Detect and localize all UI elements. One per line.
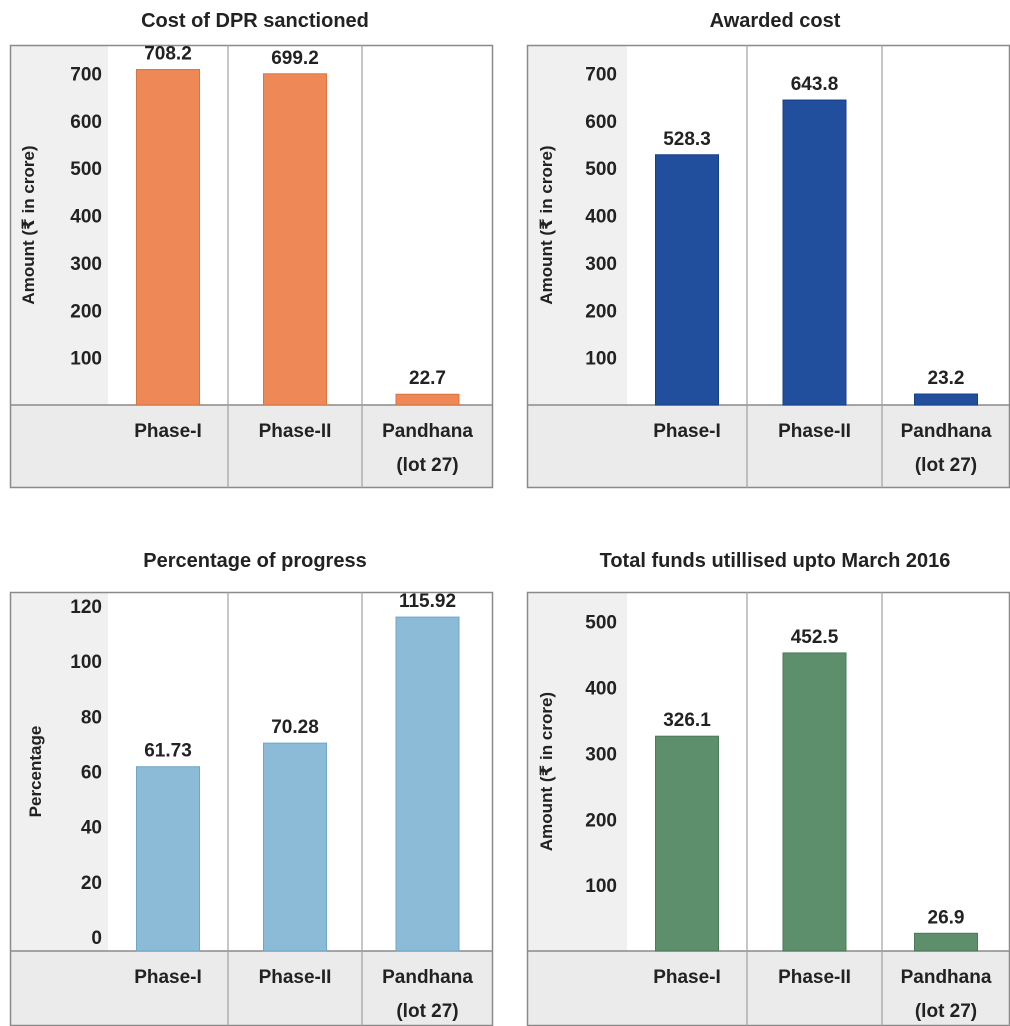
y-tick-label: 200 [585, 301, 617, 322]
category-label: Phase-I [653, 967, 721, 988]
y-tick-label: 700 [70, 64, 102, 85]
y-axis-label: Percentage [26, 726, 45, 818]
y-tick-label: 400 [585, 207, 617, 228]
bar [914, 393, 978, 406]
data-label: 452.5 [791, 627, 839, 648]
category-label: Pandhana [901, 421, 992, 442]
bar [263, 73, 327, 406]
category-label: (lot 27) [396, 1001, 458, 1022]
category-row-background [527, 951, 1010, 1026]
data-label: 61.73 [144, 741, 192, 762]
category-label: Phase-II [259, 421, 332, 442]
y-tick-label: 600 [585, 112, 617, 133]
category-label: Phase-I [134, 967, 202, 988]
y-tick-label: 400 [70, 207, 102, 228]
category-row-background [10, 951, 493, 1026]
y-tick-label: 500 [585, 613, 617, 634]
data-label: 115.92 [399, 591, 456, 612]
y-tick-label: 500 [70, 159, 102, 180]
chart-title: Awarded cost [710, 10, 841, 32]
y-tick-label: 500 [585, 159, 617, 180]
category-label: (lot 27) [915, 455, 977, 476]
bar [395, 393, 460, 406]
y-axis-label: Amount (₹ in crore) [537, 145, 556, 304]
category-row-background [10, 405, 493, 488]
data-label: 643.8 [791, 74, 839, 95]
data-label: 326.1 [663, 710, 711, 731]
category-label: Pandhana [382, 967, 473, 988]
category-label: Phase-II [778, 421, 851, 442]
bar [655, 735, 719, 952]
bar [136, 766, 200, 952]
chart-title: Percentage of progress [143, 550, 366, 572]
y-tick-label: 100 [70, 652, 102, 673]
y-tick-label: 200 [585, 810, 617, 831]
data-label: 22.7 [409, 368, 446, 389]
category-label: Phase-I [134, 421, 202, 442]
bar [136, 69, 200, 406]
y-tick-label: 20 [81, 873, 102, 894]
y-axis-label: Amount (₹ in crore) [537, 692, 556, 851]
chart-panel-2: Awarded cost Amount (₹ in crore) 100 200 300… [526, 10, 1010, 489]
chart-panel-1: Cost of DPR sanctioned Amount (₹ in crore… [9, 10, 494, 489]
y-tick-label: 300 [585, 254, 617, 275]
data-label: 699.2 [271, 48, 319, 69]
axis-background [10, 592, 108, 951]
category-label: Phase-I [653, 421, 721, 442]
y-tick-label: 80 [81, 707, 102, 728]
axis-background [10, 45, 108, 405]
chart-panel-4: Total funds utillised upto March 2016 Amo… [526, 550, 1010, 1026]
category-label: Phase-II [778, 967, 851, 988]
y-tick-label: 60 [81, 763, 102, 784]
bar [655, 154, 719, 406]
data-label: 23.2 [928, 368, 965, 389]
y-tick-label: 300 [70, 254, 102, 275]
category-label: (lot 27) [396, 455, 458, 476]
y-tick-label: 400 [585, 679, 617, 700]
y-tick-label: 120 [70, 597, 102, 618]
bar [782, 99, 847, 406]
y-tick-label: 700 [585, 64, 617, 85]
y-tick-label: 300 [585, 744, 617, 765]
y-tick-label: 600 [70, 112, 102, 133]
bar [263, 742, 327, 952]
chart-title: Total funds utillised upto March 2016 [600, 550, 951, 572]
y-tick-label: 100 [585, 876, 617, 897]
category-label: Pandhana [901, 967, 992, 988]
panel-frame [9, 44, 494, 489]
y-tick-label: 0 [91, 928, 102, 949]
bar [782, 652, 847, 952]
bar [914, 932, 978, 952]
data-label: 528.3 [663, 129, 711, 150]
axis-background [527, 592, 627, 951]
axis-background [527, 45, 627, 405]
y-tick-label: 100 [70, 349, 102, 370]
y-axis-label: Amount (₹ in crore) [19, 145, 38, 304]
y-tick-label: 40 [81, 818, 102, 839]
chart-panel-3: Percentage of progress Percentage 0 20 40 60 8… [9, 550, 494, 1026]
category-label: Pandhana [382, 421, 473, 442]
category-label: (lot 27) [915, 1001, 977, 1022]
y-tick-label: 100 [585, 349, 617, 370]
data-label: 70.28 [271, 717, 319, 738]
data-label: 708.2 [144, 44, 192, 65]
data-label: 26.9 [928, 907, 965, 928]
bar [395, 616, 460, 952]
chart-title: Cost of DPR sanctioned [141, 10, 369, 32]
category-row-background [527, 405, 1010, 488]
category-label: Phase-II [259, 967, 332, 988]
y-tick-label: 200 [70, 301, 102, 322]
